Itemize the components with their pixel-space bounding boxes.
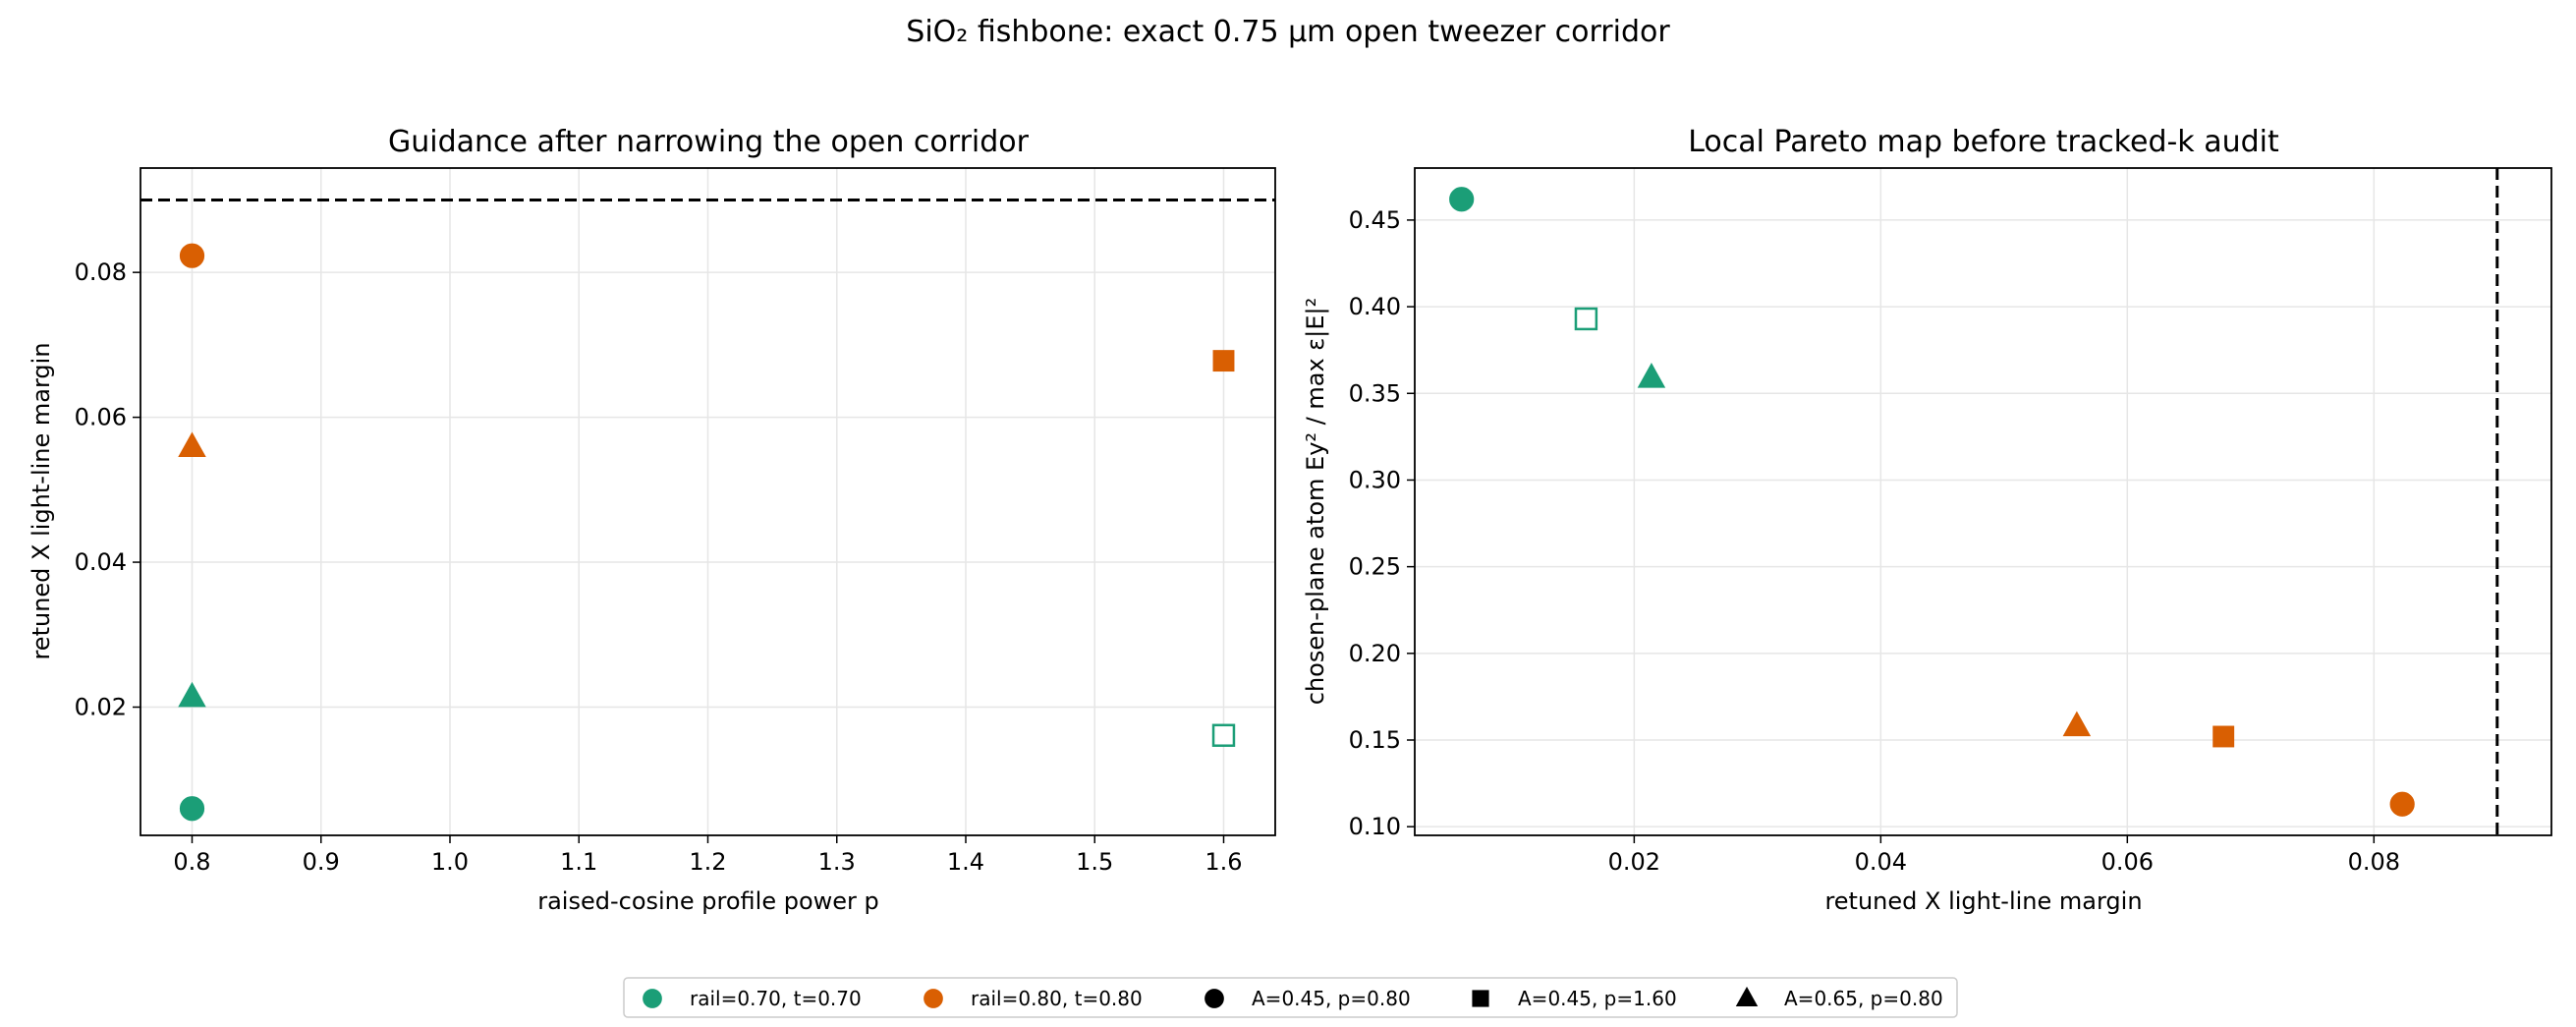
right-data-point-triangle (2062, 711, 2092, 737)
right-xtick-label: 0.02 (1608, 848, 1660, 876)
legend: rail=0.70, t=0.70 rail=0.80, t=0.80 A=0.45… (623, 977, 1958, 1018)
right-xtick-label: 0.08 (2348, 848, 2400, 876)
right-ytick-label: 0.45 (1349, 206, 1401, 234)
left-xtick-label: 1.5 (1076, 848, 1113, 876)
left-ytick-label: 0.02 (75, 694, 127, 721)
right-chart-ylabel: chosen-plane atom Ey² / max ε|E|² (1302, 298, 1329, 705)
left-xtick-label: 1.3 (818, 848, 856, 876)
left-xtick-label: 1.0 (431, 848, 469, 876)
left-data-point-triangle (178, 431, 206, 458)
left-xtick-label: 0.8 (173, 848, 210, 876)
legend-marker-circle (643, 989, 662, 1008)
left-data-point-circle (179, 243, 205, 268)
right-data-point-circle (1449, 187, 1475, 212)
left-data-point-triangle (178, 681, 206, 708)
legend-entry-label: A=0.65, p=0.80 (1784, 987, 1943, 1010)
legend-marker-circle (1204, 989, 1224, 1008)
right-ytick-label: 0.35 (1349, 379, 1401, 407)
figure-suptitle: SiO₂ fishbone: exact 0.75 µm open tweeze… (906, 15, 1670, 49)
left-chart-ylabel: retuned X light-line margin (28, 342, 55, 659)
right-plot-frame (1414, 167, 2552, 836)
right-ytick-label: 0.15 (1349, 726, 1401, 754)
right-ytick-label: 0.25 (1349, 553, 1401, 581)
legend-frame (623, 977, 1958, 1018)
left-data-point-circle (179, 796, 205, 822)
left-xtick-label: 1.4 (947, 848, 984, 876)
left-chart-xlabel: raised-cosine profile power p (537, 887, 879, 915)
left-ytick-label: 0.08 (75, 258, 127, 286)
legend-entry-label: rail=0.80, t=0.80 (971, 987, 1143, 1010)
right-chart-xlabel: retuned X light-line margin (1824, 887, 2142, 915)
left-chart-title: Guidance after narrowing the open corrid… (388, 125, 1030, 159)
left-ytick-label: 0.06 (75, 404, 127, 431)
left-xtick-label: 1.2 (689, 848, 726, 876)
left-xtick-label: 1.6 (1204, 848, 1242, 876)
right-data-point-square (1574, 307, 1598, 331)
right-chart-title: Local Pareto map before tracked-k audit (1688, 125, 2279, 159)
legend-entry-label: rail=0.70, t=0.70 (690, 987, 862, 1010)
right-data-point-square (2212, 725, 2235, 748)
left-xtick-label: 0.9 (303, 848, 340, 876)
right-chart-panel: Local Pareto map before tracked-k audit … (1302, 125, 2552, 915)
left-ytick-label: 0.04 (75, 548, 127, 576)
legend-entry-label: A=0.45, p=1.60 (1518, 987, 1677, 1010)
legend-marker-square (1472, 990, 1489, 1007)
right-ytick-label: 0.30 (1349, 466, 1401, 493)
left-data-point-square (1211, 723, 1236, 747)
left-data-point-square (1212, 350, 1235, 372)
right-data-point-triangle (1637, 363, 1666, 388)
left-xtick-label: 1.1 (560, 848, 597, 876)
left-chart-panel: Guidance after narrowing the open corrid… (28, 125, 1276, 915)
right-xtick-label: 0.04 (1855, 848, 1907, 876)
right-ytick-label: 0.10 (1349, 813, 1401, 840)
right-xtick-label: 0.06 (2101, 848, 2154, 876)
right-ytick-label: 0.40 (1349, 293, 1401, 320)
right-ytick-label: 0.20 (1349, 640, 1401, 667)
legend-marker-circle (924, 989, 943, 1008)
right-data-point-circle (2389, 791, 2415, 817)
legend-marker-triangle (1735, 986, 1759, 1006)
legend-entry-label: A=0.45, p=0.80 (1252, 987, 1411, 1010)
